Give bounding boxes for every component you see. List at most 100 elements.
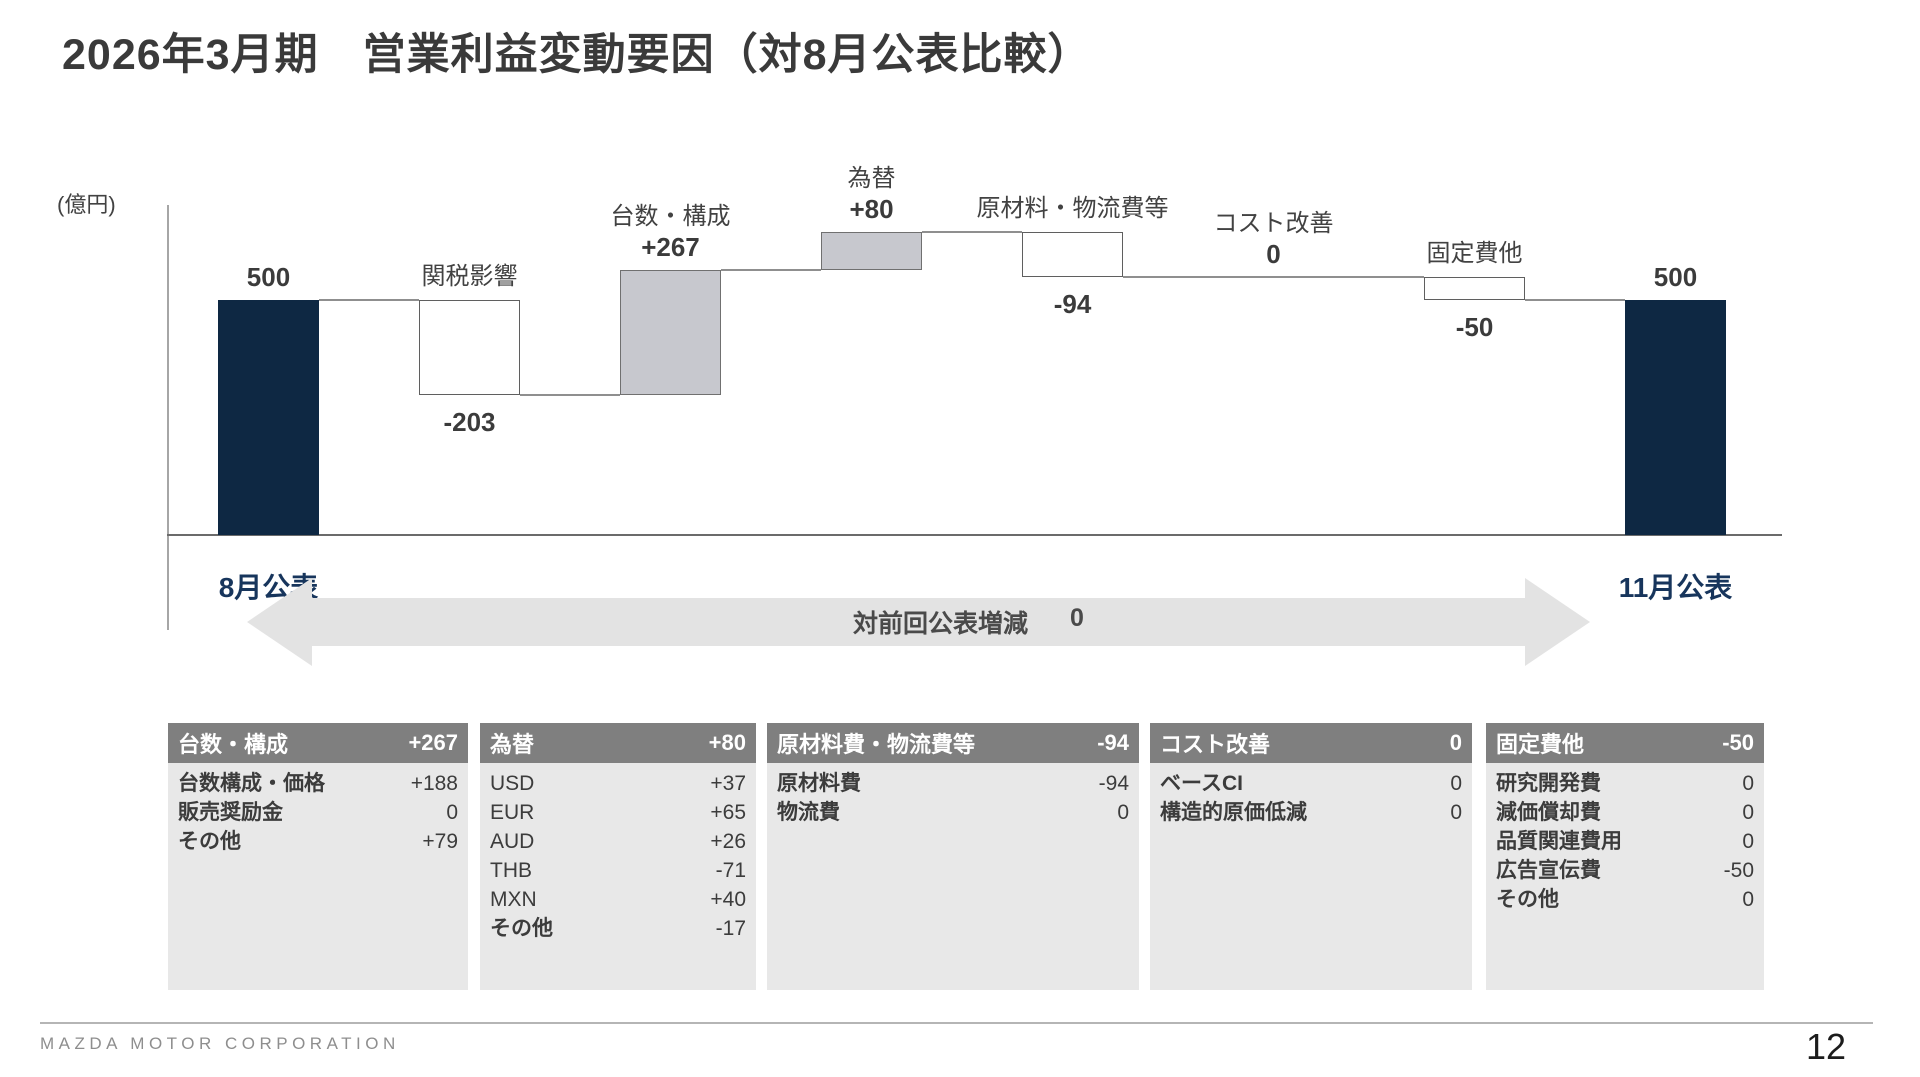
row-label: 販売奨励金 [178,801,283,824]
bar-name-label: 台数・構成 +267 [610,203,731,262]
table-row: AUD +26 [490,827,746,856]
table-row: MXN +40 [490,885,746,914]
arrow-value: 0 [1070,604,1084,632]
column-body: ベースCI 0 構造的原価低減 0 [1150,763,1472,990]
row-value: 0 [1450,801,1462,824]
bar-name-label: 固定費他 [1426,240,1523,267]
row-value: -50 [1723,859,1754,882]
column-header: 台数・構成 +267 [168,723,468,763]
unit-label: (億円) [57,192,116,217]
column-header-label: 台数・構成 [178,732,289,757]
row-label: 減価償却費 [1496,801,1601,824]
row-value: -94 [1098,772,1129,795]
waterfall-bar-2 [419,300,520,395]
bar-name-label: 原材料・物流費等 [976,195,1169,222]
row-value: 0 [1450,772,1462,795]
column-body: 原材料費 -94 物流費 0 [767,763,1139,990]
row-value: +26 [710,830,746,853]
connector-line [520,394,620,396]
footer-divider [40,1022,1873,1024]
column-body: 台数構成・価格 +188 販売奨励金 0 その他 +79 [168,763,468,990]
bar-value-label: 500 [246,262,291,292]
row-label: その他 [178,830,241,853]
row-label: THB [490,859,532,882]
row-value: +40 [710,888,746,911]
row-value: 0 [1742,772,1754,795]
column-header-value: +267 [408,730,458,755]
table-row: EUR +65 [490,798,746,827]
breakdown-column-4: コスト改善 0 ベースCI 0 構造的原価低減 0 [1150,723,1472,990]
column-header: 固定費他 -50 [1486,723,1764,763]
row-value: 0 [1117,801,1129,824]
row-label: 台数構成・価格 [178,772,325,795]
waterfall-bar-5 [1022,232,1123,277]
connector-line [922,231,1022,233]
column-header-value: +80 [708,730,746,755]
row-label: 物流費 [777,801,840,824]
table-row: 台数構成・価格 +188 [178,769,458,798]
row-label: 広告宣伝費 [1496,859,1601,882]
bar-value-label: -94 [1053,289,1092,319]
table-row: その他 0 [1496,885,1754,914]
waterfall-bar-1 [218,300,319,535]
y-axis-line [167,205,169,630]
connector-line [721,269,821,271]
column-header-value: -94 [1097,730,1129,755]
column-header-value: -50 [1722,730,1754,755]
table-row: その他 +79 [178,827,458,856]
table-row: 広告宣伝費 -50 [1496,856,1754,885]
column-body: USD +37 EUR +65 AUD +26 THB -71 MXN +40 その他 -17 [480,763,756,990]
breakdown-column-2: 為替 +80 USD +37 EUR +65 AUD +26 THB -71 MXN +40 その他 -1… [480,723,756,990]
row-label: 構造的原価低減 [1160,801,1307,824]
row-label: 研究開発費 [1496,772,1601,795]
column-header-label: 固定費他 [1496,732,1585,757]
arrow-left-head-icon [247,578,312,666]
table-row: USD +37 [490,769,746,798]
row-label: USD [490,772,535,795]
bar-name-label: 為替 +80 [847,165,896,224]
waterfall-bar-3 [620,270,721,395]
waterfall-bar-8 [1625,300,1726,535]
column-header-value: 0 [1449,730,1462,755]
row-label: 原材料費 [777,772,861,795]
row-value: 0 [446,801,458,824]
x-axis-line [167,534,1782,536]
table-row: 原材料費 -94 [777,769,1129,798]
column-header-label: 為替 [490,732,535,757]
row-label: MXN [490,888,537,911]
breakdown-column-3: 原材料費・物流費等 -94 原材料費 -94 物流費 0 [767,723,1139,990]
table-row: 品質関連費用 0 [1496,827,1754,856]
row-value: 0 [1742,801,1754,824]
column-header-label: 原材料費・物流費等 [777,732,976,757]
row-value: 0 [1742,830,1754,853]
row-label: EUR [490,801,535,824]
row-label: その他 [1496,888,1559,911]
table-row: 減価償却費 0 [1496,798,1754,827]
table-row: THB -71 [490,856,746,885]
row-label: 品質関連費用 [1496,830,1622,853]
page-number: 12 [1806,1026,1847,1067]
table-row: 販売奨励金 0 [178,798,458,827]
column-header: 原材料費・物流費等 -94 [767,723,1139,763]
comparison-arrow: 対前回公表増減 0 [312,598,1525,646]
arrow-label: 対前回公表増減 [853,610,1029,638]
breakdown-column-5: 固定費他 -50 研究開発費 0 減価償却費 0 品質関連費用 0 広告宣伝費 -50 その他 0 [1486,723,1764,990]
table-row: 物流費 0 [777,798,1129,827]
row-value: +79 [422,830,458,853]
arrow-right-head-icon [1525,578,1590,666]
bar-name-label: コスト改善 0 [1213,210,1334,269]
page-title: 2026年3月期 営業利益変動要因（対8月公表比較） [62,31,1092,79]
table-row: その他 -17 [490,914,746,943]
row-value: -71 [715,859,746,882]
row-label: AUD [490,830,535,853]
axis-category-label: 11月公表 [1618,572,1733,603]
table-row: ベースCI 0 [1160,769,1462,798]
waterfall-bar-7 [1424,277,1525,300]
waterfall-bar-4 [821,232,922,270]
bar-value-label: -203 [443,407,496,437]
row-value: 0 [1742,888,1754,911]
column-header: コスト改善 0 [1150,723,1472,763]
table-row: 研究開発費 0 [1496,769,1754,798]
column-body: 研究開発費 0 減価償却費 0 品質関連費用 0 広告宣伝費 -50 その他 0 [1486,763,1764,990]
